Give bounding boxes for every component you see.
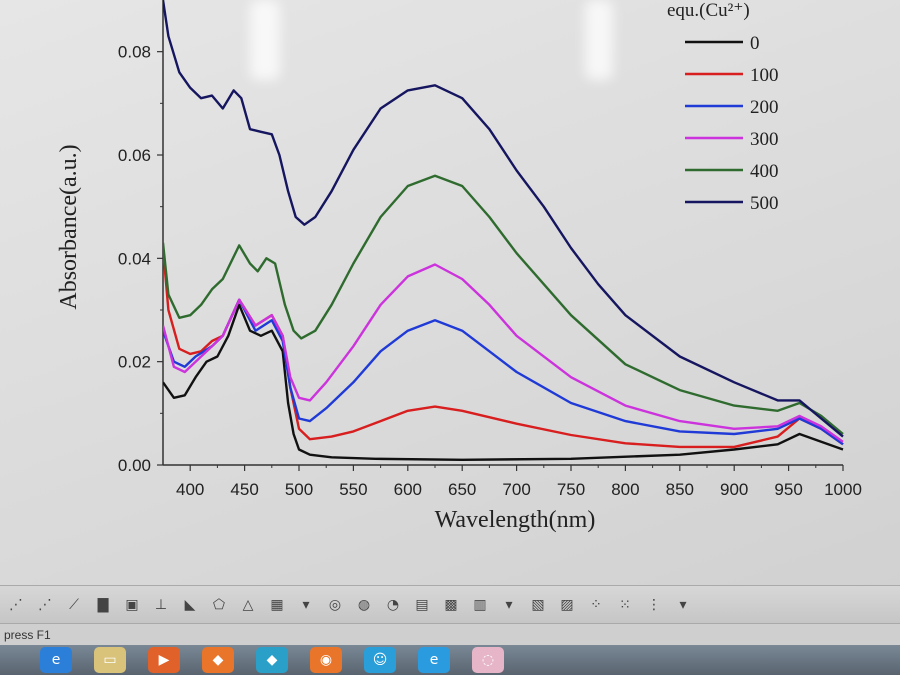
y-tick-label: 0.02 [118,353,151,372]
x-tick-label: 750 [557,480,585,499]
x-tick-label: 650 [448,480,476,499]
chart: 400 450 500 550 600 650 700 750 800 850 900 950 1000… [56,0,862,533]
legend-title: equ.(Cu²⁺) [667,0,750,21]
ie-icon[interactable]: e [40,647,72,673]
series-line-0 [163,303,844,461]
series-line-500 [163,0,844,438]
image-icon[interactable]: ▩ [444,596,458,613]
series-line-400 [163,174,844,435]
status-help-text: press F1 [4,628,51,642]
x-tick-label: 400 [176,480,204,499]
contacts-icon[interactable]: ☺ [364,647,396,673]
legend-label-0: 0 [750,33,760,54]
polar-icon[interactable]: ⬠ [212,596,226,613]
ie-icon[interactable]: e [418,647,450,673]
scatter-icon[interactable]: ⋰ [9,596,23,613]
status-bar: press F1 [0,623,900,645]
legend-label-300: 300 [750,129,779,150]
axes [162,0,843,466]
table-icon[interactable]: ▥ [473,596,487,613]
x-tick-label: 700 [502,480,530,499]
align-icon[interactable]: ⁙ [619,596,631,613]
y-axis-title: Absorbance(a.u.) [56,144,82,309]
extract-icon[interactable]: ⋮ [647,596,661,613]
legend-label-100: 100 [750,65,779,86]
error-bar-icon[interactable]: ⊥ [154,596,168,613]
x-tick-label: 550 [339,480,367,499]
bubble-icon[interactable]: ◎ [328,596,342,613]
y-tick-label: 0.06 [118,146,151,165]
dropdown-icon[interactable]: ▾ [505,596,513,613]
y-tick-label: 0.04 [118,249,151,268]
screen-glare [585,0,613,80]
ternary-icon[interactable]: △ [242,596,254,613]
layer-icon[interactable]: ▧ [531,596,545,613]
x-tick-label: 600 [394,480,422,499]
dropdown-icon[interactable]: ▾ [679,596,687,613]
browser-icon[interactable]: ◉ [310,647,342,673]
surface-icon[interactable]: ▤ [415,596,429,613]
x-tick-label: 850 [666,480,694,499]
curves [163,0,844,461]
arrange-icon[interactable]: ⁘ [590,596,602,613]
x-tick-label: 950 [774,480,802,499]
legend-label-200: 200 [750,97,779,118]
x-axis-title: Wavelength(nm) [435,507,596,533]
screen-glare [250,0,280,80]
series-line-300 [163,263,844,443]
x-tick-label: 450 [230,480,258,499]
contour-icon[interactable]: ◍ [357,596,371,613]
app-icon[interactable]: ◆ [256,647,288,673]
taskbar: e ▭ ▶ ◆ ◆ ◉ ☺ e ◌ [0,645,900,675]
legend: equ.(Cu²⁺) 0 100 200 300 400 500 [667,0,779,214]
pie-icon[interactable]: ◔ [386,596,400,613]
merge-icon[interactable]: ▨ [560,596,574,613]
bar-chart-icon[interactable]: ▇ [97,596,109,613]
x-tick-label: 1000 [824,480,862,499]
media-player-icon[interactable]: ▶ [148,647,180,673]
app-icon[interactable]: ◆ [202,647,234,673]
x-tick-label: 500 [285,480,313,499]
plot-toolbar: ⋰ ⋰ ⟋ ▇ ▣ ⊥ ◣ ⬠ △ ▦ ▾ ◎ ◍ ◔ ▤ ▩ ▥ ▾ ▧ ▨ ⁘ ⁙ ⋮ ▾ [0,585,900,623]
area-icon[interactable]: ◣ [184,596,196,613]
3d-icon[interactable]: ▦ [270,596,284,613]
ticks: 400 450 500 550 600 650 700 750 800 850 900 950 1000… [118,43,862,499]
legend-label-500: 500 [750,193,779,214]
y-tick-label: 0.00 [118,456,151,475]
dropdown-icon[interactable]: ▾ [302,596,310,613]
x-tick-label: 900 [720,480,748,499]
legend-label-400: 400 [750,161,779,182]
line-symbol-icon[interactable]: ⋰ [38,596,52,613]
folder-icon[interactable]: ▭ [94,647,126,673]
line-icon[interactable]: ⟋ [69,596,79,613]
origin-icon[interactable]: ◌ [472,647,504,673]
series-line-100 [163,247,844,449]
box-plot-icon[interactable]: ▣ [125,596,139,613]
x-tick-label: 800 [611,480,639,499]
y-tick-label: 0.08 [118,43,151,62]
